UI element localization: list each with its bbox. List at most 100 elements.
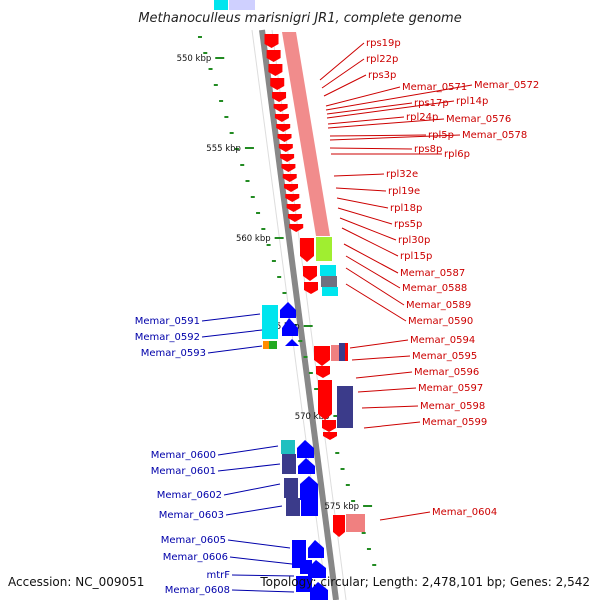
leader-line: [336, 197, 389, 209]
gene-arrow-0606: [308, 540, 324, 558]
green-gene-block: [316, 237, 332, 261]
ruler-tick-label: 550 kbp: [177, 54, 212, 64]
gene-label: rpl19e: [388, 186, 420, 197]
leader-line: [217, 463, 281, 472]
cyan-gene-block-0591: [262, 305, 278, 339]
gene-arrow-0599: [323, 432, 337, 440]
leader-line: [229, 556, 293, 565]
gene-label: rpl30p: [398, 235, 430, 246]
gene-label: Memar_0605: [161, 535, 226, 546]
leader-line: [321, 58, 365, 89]
navy-gene-0597: [337, 386, 353, 428]
leader-line: [326, 100, 455, 119]
ruler-dot: [282, 292, 287, 294]
gene-label: Memar_0608: [165, 585, 230, 596]
leader-line: [333, 173, 385, 177]
leader-line: [341, 227, 399, 257]
gray-gene-block: [321, 276, 337, 287]
leader-line: [231, 574, 295, 577]
forward-gene-arrow: [280, 154, 295, 162]
forward-gene-arrow: [273, 104, 288, 112]
gene-label: Memar_0596: [414, 367, 479, 378]
ruler-tick-label: 555 kbp: [206, 144, 241, 154]
leader-line: [329, 147, 413, 150]
ruler-dot: [277, 276, 282, 278]
gene-arrow-0589: [304, 282, 318, 294]
leader-line: [357, 387, 417, 393]
ruler-dot: [197, 36, 202, 38]
forward-gene-arrow: [281, 164, 296, 172]
ruler-dot: [372, 564, 377, 566]
leader-line: [201, 329, 263, 338]
gene-block-0604c: [353, 514, 365, 532]
forward-gene-arrow: [285, 194, 300, 202]
leader-line: [227, 539, 291, 549]
gene-label: mtrF: [206, 570, 230, 581]
forward-gene-arrow: [286, 204, 301, 212]
gene-label: rps17p: [414, 98, 449, 109]
leader-line: [349, 339, 409, 349]
navy-gene-0603: [286, 498, 300, 516]
gene-label: rpl18p: [390, 203, 422, 214]
ruler-dot: [314, 388, 319, 390]
green-gene-0593: [269, 341, 277, 349]
gene-arrow-0600: [297, 440, 314, 458]
gene-label: rpl14p: [456, 96, 488, 107]
gene-arrow-0608: [310, 582, 328, 600]
ruler-dot: [361, 532, 366, 534]
ruler-dot: [224, 116, 229, 118]
leader-line: [327, 118, 445, 129]
forward-gene-arrow: [274, 114, 289, 122]
forward-gene-arrow: [268, 64, 283, 76]
ruler-ticks: 550 kbp 555 kbp 560 kbp 565 kbp 570 kbp 575 k…: [177, 54, 373, 512]
ruler-dot: [351, 500, 356, 502]
gene-block-0604b: [346, 514, 353, 532]
gene-arrow-0598: [322, 420, 336, 432]
forward-gene-arrow: [278, 144, 293, 152]
gene-arrow-0596: [318, 380, 332, 420]
top-cyan-fragment: [214, 0, 228, 10]
gene-label: Memar_0598: [420, 401, 485, 412]
leader-line: [355, 371, 413, 379]
leader-line: [319, 42, 365, 81]
ruler-dot: [308, 372, 313, 374]
forward-gene-arrow: [284, 184, 299, 192]
gene-block-0594b: [331, 345, 339, 361]
gene-label: Memar_0595: [412, 351, 477, 362]
leader-line: [379, 511, 431, 521]
ruler-dot: [345, 484, 350, 486]
gene-arrow-0588: [303, 266, 317, 281]
ruler-dot: [261, 228, 266, 230]
leader-line: [345, 255, 401, 289]
gene-label: rpl6p: [444, 149, 470, 160]
ruler-tick-label: 575 kbp: [324, 502, 359, 512]
gene-label: Memar_0593: [141, 348, 206, 359]
leader-line: [337, 207, 393, 225]
gene-label: Memar_0589: [406, 300, 471, 311]
gene-block-0603: [301, 500, 318, 516]
gene-label: rpl24p: [406, 112, 438, 123]
ruler-dot: [266, 244, 271, 246]
ruler-dot: [213, 84, 218, 86]
gene-block-0594c: [345, 343, 348, 361]
leader-line: [325, 84, 473, 111]
gene-label: Memar_0576: [446, 114, 511, 125]
gene-arrow-0594: [314, 346, 330, 366]
leader-line: [363, 421, 421, 429]
gene-label: Memar_0599: [422, 417, 487, 428]
leader-line: [343, 243, 399, 274]
ruler-tick-label: 565 kbp: [265, 322, 300, 332]
leader-line: [329, 134, 461, 141]
gene-label: Memar_0606: [163, 552, 228, 563]
gene-label: rpl32e: [386, 169, 418, 180]
forward-gene-arrow: [266, 50, 281, 62]
forward-gene-arrow: [272, 92, 287, 102]
forward-gene-arrow: [277, 134, 292, 142]
gene-label: Memar_0597: [418, 383, 483, 394]
gene-arrow-mtrf: [308, 560, 326, 578]
gene-arrow-0602: [300, 476, 318, 500]
navy-gene-0601: [282, 454, 296, 474]
gene-label: Memar_0602: [157, 490, 222, 501]
ruler-tick-label: 570 kbp: [295, 412, 330, 422]
